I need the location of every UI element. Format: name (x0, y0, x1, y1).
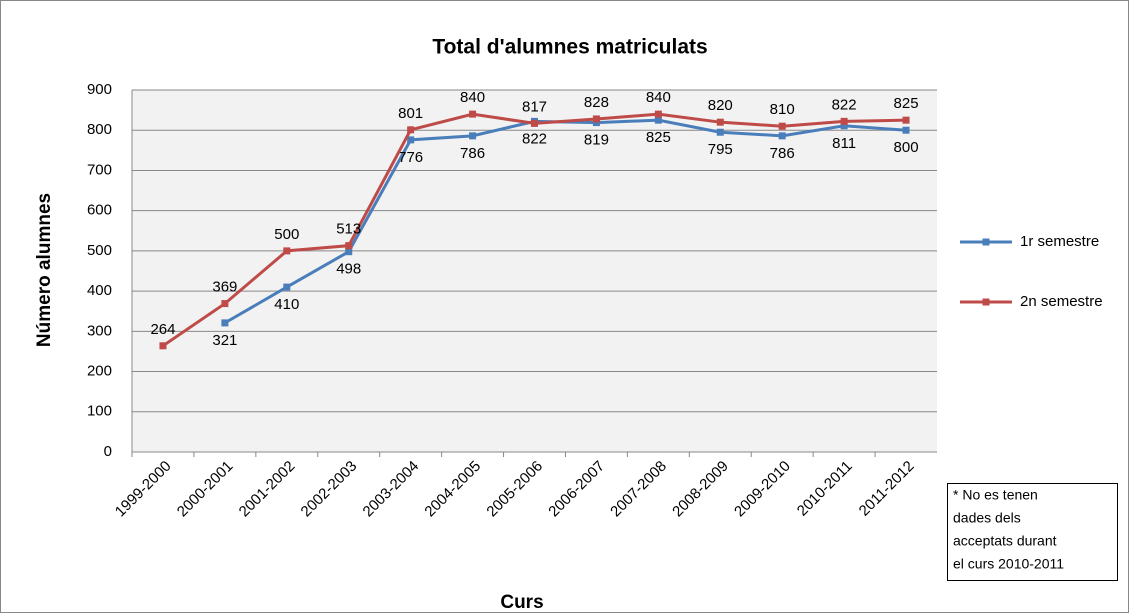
note-box (947, 483, 1118, 581)
marker (345, 248, 353, 256)
data-label: 776 (398, 149, 423, 166)
y-tick-label: 0 (104, 443, 112, 460)
data-label: 800 (894, 139, 919, 156)
y-tick-label: 600 (87, 202, 112, 219)
marker (221, 300, 229, 308)
data-label: 801 (398, 105, 423, 122)
data-label: 786 (770, 145, 795, 162)
marker (221, 319, 229, 327)
marker (778, 132, 786, 140)
data-label: 369 (212, 279, 237, 296)
data-label: 840 (460, 89, 485, 106)
marker (654, 116, 662, 124)
note-line: * No es tenen (953, 487, 1038, 503)
data-label: 822 (522, 130, 547, 147)
chart-title: Total d'alumnes matriculats (432, 36, 707, 59)
marker (902, 116, 910, 124)
data-label: 498 (336, 261, 361, 278)
y-tick-label: 300 (87, 322, 112, 339)
data-label: 820 (708, 97, 733, 114)
plot-area (132, 90, 937, 452)
legend-label: 1r semestre (1020, 233, 1099, 250)
data-label: 321 (212, 332, 237, 349)
data-label: 500 (274, 226, 299, 243)
marker (778, 122, 786, 130)
legend-marker (982, 238, 990, 246)
marker (407, 136, 415, 144)
y-tick-label: 800 (87, 121, 112, 138)
marker (654, 110, 662, 118)
marker (345, 242, 353, 250)
marker (283, 247, 291, 255)
y-tick-label: 900 (87, 81, 112, 98)
marker (469, 110, 477, 118)
note-line: acceptats durant (953, 533, 1057, 549)
note-line: dades dels (953, 510, 1021, 526)
legend-marker (982, 298, 990, 306)
y-tick-label: 400 (87, 282, 112, 299)
y-tick-label: 200 (87, 363, 112, 380)
y-axis-title: Número alumnes (34, 193, 55, 347)
marker (592, 119, 600, 127)
marker (531, 119, 538, 127)
y-tick-label: 700 (87, 161, 112, 178)
y-tick-label: 100 (87, 403, 112, 420)
marker (902, 126, 910, 134)
marker (159, 342, 167, 350)
data-label: 819 (584, 132, 609, 149)
data-label: 822 (832, 96, 857, 113)
data-label: 264 (150, 321, 175, 338)
marker (592, 115, 600, 123)
data-label: 840 (646, 89, 671, 106)
data-label: 825 (646, 129, 671, 146)
marker (407, 126, 415, 134)
x-axis-title: Curs (500, 592, 543, 613)
data-label: 810 (770, 101, 795, 118)
data-label: 817 (522, 98, 547, 115)
data-label: 795 (708, 141, 733, 158)
marker (716, 128, 724, 136)
marker (283, 283, 291, 291)
data-label: 513 (336, 221, 361, 238)
marker (716, 118, 724, 126)
data-label: 410 (274, 296, 299, 313)
marker (840, 122, 848, 130)
data-label: 825 (894, 95, 919, 112)
y-tick-label: 500 (87, 242, 112, 259)
legend-label: 2n semestre (1020, 293, 1103, 310)
note-line: el curs 2010-2011 (953, 556, 1064, 572)
marker (840, 117, 848, 125)
marker (469, 132, 477, 140)
data-label: 786 (460, 145, 485, 162)
data-label: 811 (832, 135, 856, 152)
data-label: 828 (584, 94, 609, 111)
